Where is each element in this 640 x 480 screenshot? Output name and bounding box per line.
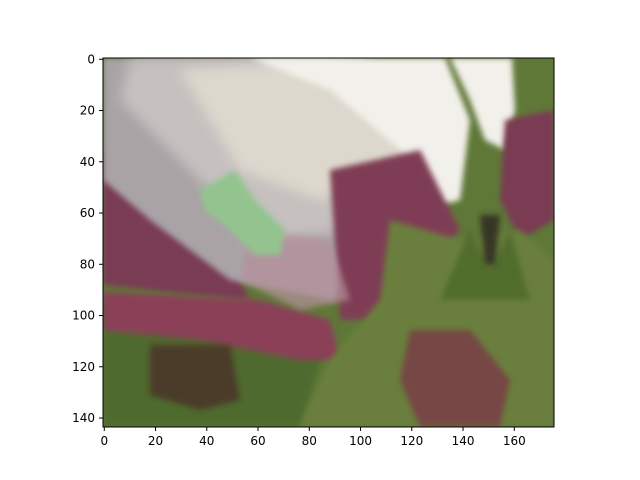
axes-frame xyxy=(102,57,555,428)
x-tick-label: 120 xyxy=(400,434,423,448)
plot-image xyxy=(103,58,554,427)
y-tick-label: 100 xyxy=(72,309,95,323)
x-tick-label: 100 xyxy=(349,434,372,448)
y-tick-label: 60 xyxy=(80,206,95,220)
y-tick-label: 80 xyxy=(80,257,95,271)
image-mint-patch xyxy=(200,170,285,255)
x-tick-label: 40 xyxy=(199,434,214,448)
y-tick-label: 0 xyxy=(87,52,95,66)
image-white-petal-right xyxy=(450,58,515,150)
image-dark-speckle-2 xyxy=(150,345,240,410)
x-tick-label: 0 xyxy=(100,434,108,448)
x-tick-label: 20 xyxy=(148,434,163,448)
x-tick-label: 80 xyxy=(302,434,317,448)
image-dark-shadow xyxy=(480,215,500,265)
y-axis: 0 20 40 60 80 100 120 140 xyxy=(72,52,103,425)
x-tick-label: 140 xyxy=(452,434,475,448)
x-tick-label: 60 xyxy=(250,434,265,448)
x-tick-label: 160 xyxy=(503,434,526,448)
y-tick-label: 120 xyxy=(72,360,95,374)
image-dark-speckle-1 xyxy=(400,330,510,427)
y-tick-label: 140 xyxy=(72,411,95,425)
y-tick-label: 20 xyxy=(80,104,95,118)
x-axis: 0 20 40 60 80 100 120 140 160 xyxy=(100,427,526,448)
y-tick-label: 40 xyxy=(80,155,95,169)
image-magenta-stripe xyxy=(103,292,340,360)
image-magenta-upper-right xyxy=(500,110,554,240)
